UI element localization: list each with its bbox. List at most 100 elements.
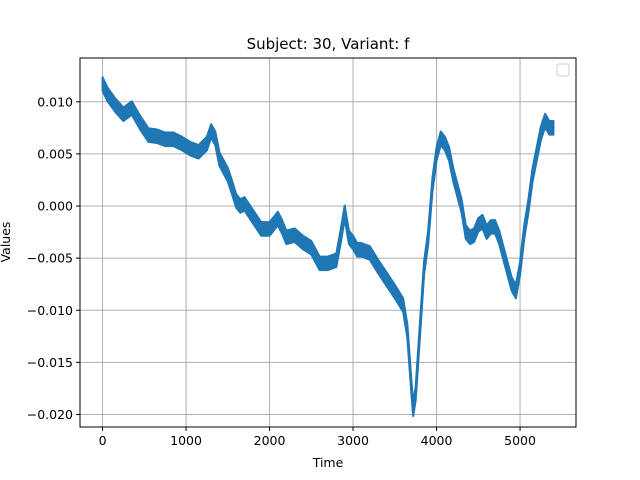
data-point — [360, 248, 363, 251]
data-point — [497, 236, 501, 239]
data-point — [276, 217, 280, 220]
data-point — [301, 241, 305, 244]
y-tick-label: 0.000 — [37, 199, 73, 214]
data-point — [439, 137, 442, 140]
x-tick-label: 2000 — [254, 433, 286, 448]
data-point — [243, 202, 246, 206]
data-point — [406, 329, 409, 333]
data-point — [523, 230, 526, 234]
data-point — [106, 93, 109, 96]
y-tick-label: −0.010 — [27, 303, 73, 318]
data-point — [155, 134, 159, 138]
data-point — [518, 267, 522, 270]
data-point — [460, 204, 463, 208]
data-point — [147, 133, 150, 137]
chart-title: Subject: 30, Variant: f — [247, 35, 411, 53]
y-tick-label: 0.005 — [37, 146, 73, 161]
data-point — [539, 131, 543, 135]
y-tick-label: −0.015 — [27, 355, 73, 370]
data-point — [205, 142, 209, 145]
series-layer — [101, 76, 555, 418]
data-point — [218, 157, 221, 161]
data-point — [260, 227, 263, 231]
data-point — [339, 236, 342, 239]
data-point — [356, 248, 359, 251]
data-point — [239, 204, 242, 208]
data-point — [552, 126, 555, 130]
data-point — [431, 183, 434, 187]
data-point — [535, 152, 538, 156]
data-point — [368, 251, 371, 255]
data-point — [122, 113, 125, 116]
data-point — [472, 234, 476, 237]
data-point — [347, 236, 351, 239]
data-point — [514, 290, 518, 293]
data-point — [411, 408, 415, 411]
legend — [556, 63, 570, 77]
data-point — [280, 225, 284, 229]
data-point — [506, 267, 509, 270]
data-point — [318, 262, 321, 265]
data-point — [493, 225, 497, 229]
data-point — [410, 387, 413, 390]
data-point — [343, 211, 346, 214]
data-point — [335, 259, 338, 262]
data-point — [180, 142, 184, 145]
x-tick-label: 4000 — [421, 433, 453, 448]
data-point — [464, 230, 467, 234]
data-point — [101, 82, 104, 86]
data-point — [197, 150, 200, 154]
data-point — [481, 220, 484, 223]
y-tick-label: −0.020 — [27, 407, 73, 422]
data-point — [502, 251, 505, 255]
series-band — [101, 76, 555, 418]
y-tick-label: 0.010 — [37, 94, 73, 109]
data-point — [456, 189, 459, 192]
data-point — [485, 230, 488, 234]
data-point — [414, 392, 417, 395]
x-tick-label: 5000 — [504, 433, 536, 448]
data-point — [452, 173, 455, 176]
y-axis-label: Values — [0, 222, 13, 263]
data-point — [548, 126, 551, 130]
data-point — [468, 236, 472, 239]
data-point — [130, 106, 133, 110]
data-point — [113, 103, 117, 107]
data-point — [138, 121, 142, 124]
data-point — [209, 129, 213, 133]
data-point — [477, 223, 480, 226]
data-point — [214, 137, 217, 140]
data-point — [234, 199, 238, 203]
legend-frame — [556, 63, 570, 77]
data-point — [447, 152, 451, 156]
data-point — [310, 246, 313, 249]
y-tick-label: −0.005 — [27, 251, 73, 266]
data-point — [230, 186, 234, 189]
grid — [80, 58, 576, 427]
data-point — [418, 329, 422, 333]
series-line — [101, 83, 554, 410]
data-point — [285, 236, 288, 239]
ticks: 0 1000 2000 3000 4000 5000 −0.020 −0.015 −0.010 −… — [27, 94, 536, 448]
data-point — [531, 173, 534, 176]
data-point — [527, 204, 530, 208]
data-point — [251, 215, 255, 218]
data-point — [376, 265, 380, 268]
plot-frame — [79, 57, 577, 428]
data-point — [422, 267, 426, 270]
data-point — [385, 277, 388, 281]
data-point — [293, 234, 296, 237]
data-point — [489, 225, 493, 229]
x-axis-label: Time — [312, 455, 344, 470]
data-point — [172, 138, 175, 141]
data-point — [351, 241, 355, 244]
data-point — [427, 236, 430, 239]
data-point — [163, 138, 167, 141]
data-point — [393, 290, 396, 293]
data-point — [510, 282, 513, 286]
x-tick-label: 3000 — [337, 433, 369, 448]
x-tick-label: 0 — [99, 433, 107, 448]
data-point — [268, 227, 271, 231]
data-point — [443, 142, 447, 145]
